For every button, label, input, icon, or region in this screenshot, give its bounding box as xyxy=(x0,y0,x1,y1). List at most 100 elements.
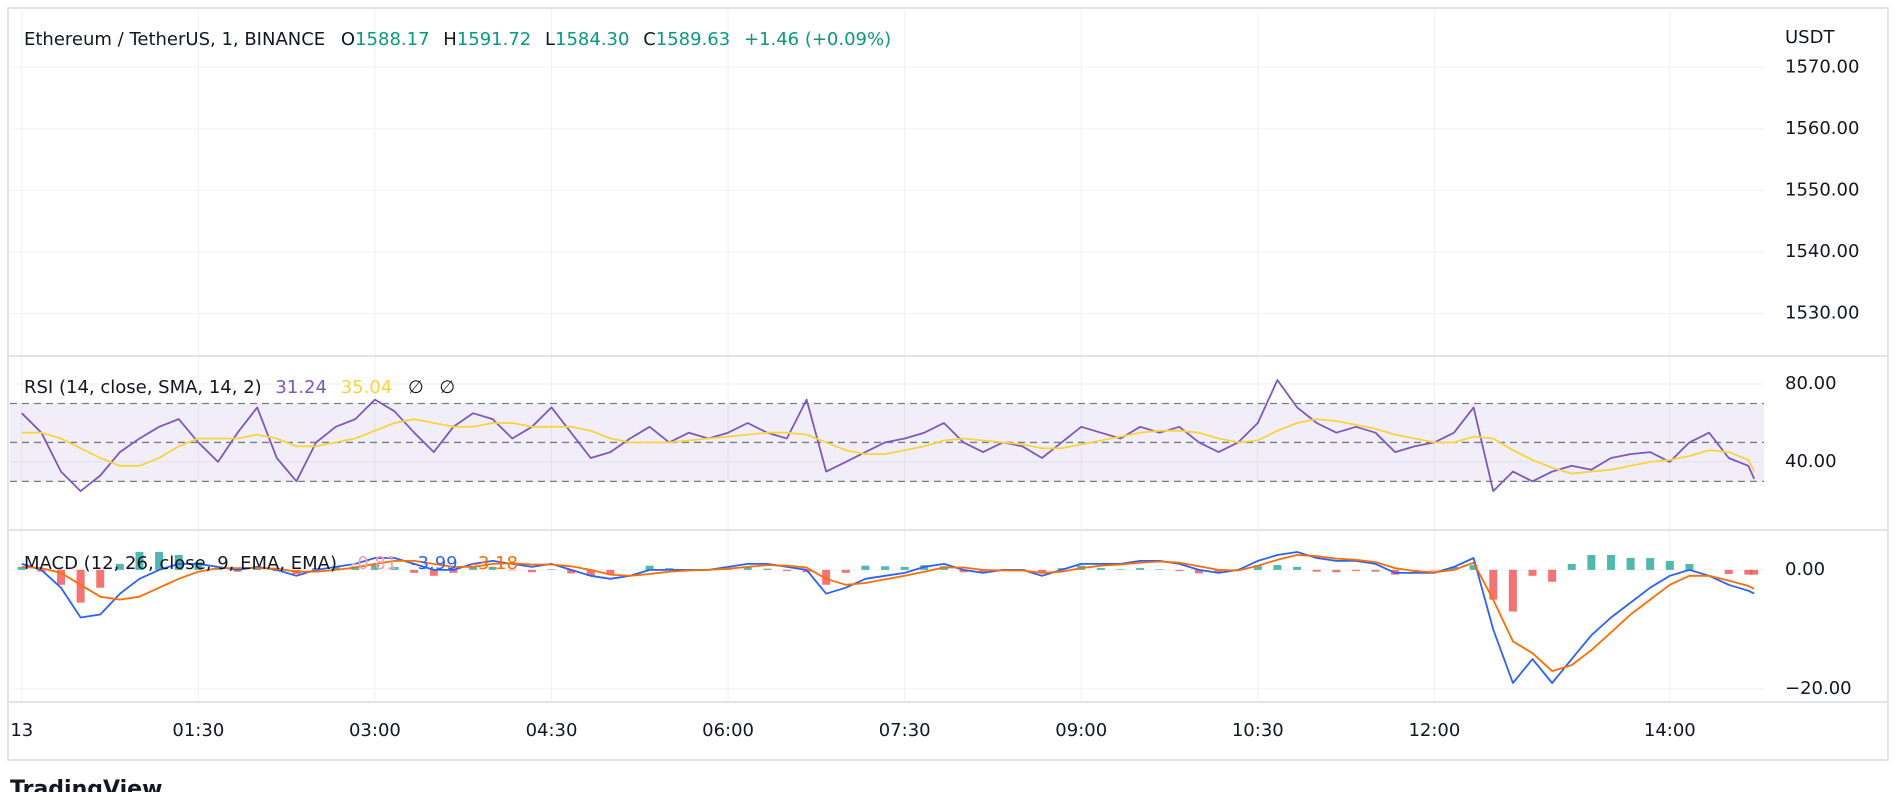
histogram-bar xyxy=(331,566,340,570)
ohlc-value: 1584.30 xyxy=(555,29,629,50)
histogram-bar xyxy=(76,569,85,603)
signal-value: -3.18 xyxy=(471,553,518,574)
histogram-bar xyxy=(841,569,850,573)
y-tick-label: 1550.00 xyxy=(1785,179,1859,200)
histogram-bar xyxy=(1273,565,1282,570)
histogram-bar xyxy=(429,569,438,576)
histogram-bar xyxy=(1371,569,1380,572)
histogram-bar xyxy=(1136,568,1145,570)
histogram-bar xyxy=(1469,565,1478,570)
histogram-bar xyxy=(1175,569,1184,572)
histogram-bar xyxy=(1253,565,1262,570)
histogram-bar xyxy=(469,566,478,570)
histogram-bar xyxy=(194,562,203,570)
macd-value: -3.99 xyxy=(411,553,458,574)
histogram-bar xyxy=(1567,563,1576,570)
series-line xyxy=(21,418,1756,475)
macd-legend: MACD (12, 26, close, 9, EMA, EMA) -0.81 … xyxy=(24,553,518,574)
histogram-bar xyxy=(1116,569,1125,570)
rsi-legend: RSI (14, close, SMA, 14, 2) 31.24 35.04 … xyxy=(24,377,455,398)
histogram-bar xyxy=(370,563,379,570)
histogram-bar xyxy=(57,569,66,585)
y-tick-label: 40.00 xyxy=(1785,451,1837,472)
histogram-bar xyxy=(1646,557,1655,570)
histogram-bar xyxy=(900,566,909,570)
histogram-bar xyxy=(1293,566,1302,570)
histogram-bar xyxy=(1724,569,1733,575)
histogram-bar xyxy=(959,569,968,573)
histogram-bar xyxy=(567,569,576,574)
ohlc-letter: H xyxy=(443,29,457,50)
histogram-bar xyxy=(665,568,674,570)
histogram-bar xyxy=(488,566,497,570)
histogram-bar xyxy=(527,569,536,573)
histogram-bar xyxy=(410,569,419,573)
y-tick-label: 80.00 xyxy=(1785,373,1837,394)
ohlc-value: 1588.17 xyxy=(355,29,429,50)
histogram-bar xyxy=(606,569,615,575)
chart-frame xyxy=(7,7,1889,761)
histogram-bar xyxy=(822,569,831,585)
rsi-extra: ∅ xyxy=(408,377,424,398)
histogram-bar xyxy=(1351,569,1360,572)
histogram-bar xyxy=(1430,569,1439,571)
histogram-bar xyxy=(390,566,399,570)
histogram-bar xyxy=(312,568,321,570)
macd-title: MACD (12, 26, close, 9, EMA, EMA) xyxy=(24,553,337,574)
rsi-extra: ∅ xyxy=(439,377,455,398)
header: Ethereum / TetherUS, 1, BINANCE O1588.17… xyxy=(24,29,891,50)
series-line xyxy=(21,554,1755,672)
x-tick-label: 07:30 xyxy=(879,720,931,741)
series-line xyxy=(21,379,1756,492)
histogram-bar xyxy=(1155,569,1164,570)
histogram-bar xyxy=(1489,569,1498,600)
symbol: Ethereum / TetherUS, 1, BINANCE xyxy=(24,29,325,50)
x-tick-label: 03:00 xyxy=(349,720,401,741)
histogram-bar xyxy=(135,552,144,570)
y-tick-label: 1540.00 xyxy=(1785,241,1859,262)
ohlc-value: 1589.63 xyxy=(656,29,730,50)
y-tick-label: 1530.00 xyxy=(1785,303,1859,324)
histogram-bar xyxy=(547,569,556,570)
histogram-bar xyxy=(213,568,222,570)
histogram-bar xyxy=(508,569,517,571)
histogram-bar xyxy=(645,565,654,570)
ohlc-letter: C xyxy=(643,29,656,50)
histogram-bar xyxy=(1214,569,1223,573)
histogram-bar xyxy=(253,568,262,570)
logo: TradingView xyxy=(10,777,162,792)
histogram-bar xyxy=(449,569,458,573)
rsi-title: RSI (14, close, SMA, 14, 2) xyxy=(24,377,262,398)
histogram-bar xyxy=(17,566,26,570)
histogram-bar xyxy=(743,566,752,570)
histogram-bar xyxy=(1450,566,1459,570)
histogram-bar xyxy=(1750,569,1759,575)
histogram-bar xyxy=(115,563,124,570)
histogram-bar xyxy=(586,569,595,576)
x-tick-label: 12:00 xyxy=(1408,720,1460,741)
histogram-bar xyxy=(782,569,791,572)
change: +1.46 (+0.09%) xyxy=(744,29,891,50)
histogram-bar xyxy=(155,552,164,570)
x-tick-label: 13 xyxy=(10,720,33,741)
histogram-bar xyxy=(1685,563,1694,570)
y-tick-label: 1570.00 xyxy=(1785,56,1859,77)
histogram-bar xyxy=(861,565,870,570)
ohlc-letter: O xyxy=(341,29,355,50)
unit-label: USDT xyxy=(1785,27,1835,48)
y-tick-label: −20.00 xyxy=(1785,678,1852,699)
x-tick-label: 01:30 xyxy=(172,720,224,741)
histogram-bar xyxy=(979,569,988,573)
histogram-bar xyxy=(1548,569,1557,582)
histogram-bar xyxy=(1096,568,1105,570)
histogram-bar xyxy=(763,568,772,570)
x-tick-label: 06:00 xyxy=(702,720,754,741)
x-tick-label: 09:00 xyxy=(1055,720,1107,741)
macd-hist-value: -0.81 xyxy=(351,553,398,574)
histogram-bar xyxy=(174,554,183,570)
histogram-bar xyxy=(1508,569,1517,612)
y-tick-label: 1560.00 xyxy=(1785,118,1859,139)
histogram-bar xyxy=(1606,554,1615,570)
histogram-bar xyxy=(881,566,890,570)
